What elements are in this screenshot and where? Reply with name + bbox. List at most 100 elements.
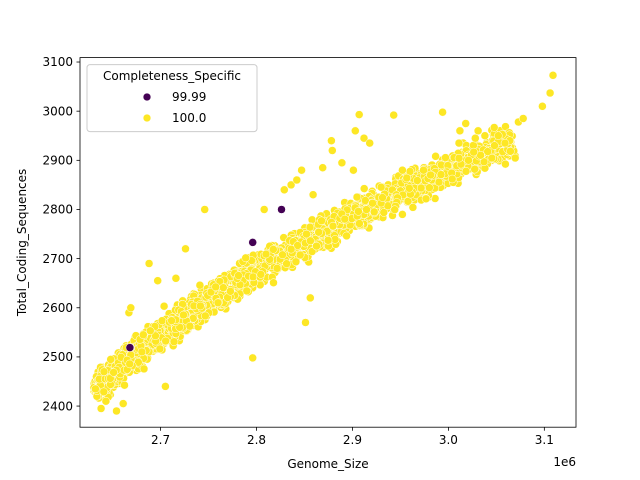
x-tick-label: 3.1 (535, 433, 554, 447)
cloud-point (137, 347, 147, 357)
data-point (354, 110, 364, 119)
data-point (171, 274, 181, 283)
data-point (125, 343, 135, 352)
cloud-point (269, 278, 278, 287)
cloud-point (402, 173, 412, 183)
cloud-point (378, 193, 387, 202)
x-tick-label: 2.7 (151, 433, 170, 447)
cloud-point (340, 214, 350, 224)
legend-marker-100-0 (142, 113, 152, 123)
data-point (490, 141, 499, 150)
data-point (144, 259, 154, 268)
cloud-point (431, 152, 440, 161)
y-tick-label: 3000 (42, 104, 73, 118)
data-point (464, 156, 473, 165)
cloud-point (426, 170, 435, 180)
cloud-point (408, 203, 418, 212)
cloud-point (157, 316, 167, 325)
legend-title: Completeness_Specific (103, 69, 241, 83)
cloud-point (169, 337, 179, 346)
cloud-point (447, 174, 457, 184)
y-tick-label: 3100 (42, 55, 73, 69)
legend-frame (86, 64, 258, 133)
cloud-point (211, 282, 220, 292)
data-point (297, 165, 306, 175)
cloud-point (470, 164, 479, 174)
data-point (248, 353, 257, 363)
legend-label-99-99: 99.99 (172, 90, 206, 104)
data-point (106, 355, 115, 364)
cloud-point (317, 216, 326, 226)
cloud-point (226, 287, 235, 296)
data-point (259, 205, 269, 214)
cloud-point (195, 280, 205, 290)
cloud-point (368, 198, 377, 208)
data-point (351, 126, 360, 136)
y-tick-label: 2900 (42, 154, 73, 168)
data-points (89, 71, 558, 416)
data-point (126, 303, 136, 313)
cloud-point (314, 227, 323, 237)
cloud-point (355, 219, 364, 228)
data-point (349, 165, 358, 175)
data-point (327, 136, 336, 145)
data-point (286, 180, 296, 190)
cloud-point (242, 286, 252, 296)
cloud-point (434, 177, 444, 187)
cloud-point (506, 147, 515, 156)
cloud-point (155, 344, 165, 354)
y-tick-label: 2500 (42, 350, 73, 364)
cloud-point (241, 253, 250, 263)
cloud-point (305, 222, 315, 232)
cloud-point (278, 250, 287, 260)
x-tick-label: 2.8 (247, 433, 266, 447)
data-point (301, 318, 310, 327)
data-point (518, 114, 528, 123)
cloud-point (323, 236, 333, 245)
cloud-point (306, 236, 315, 246)
cloud-point (454, 153, 464, 163)
cloud-point (139, 364, 149, 374)
cloud-point (196, 301, 205, 311)
cloud-point (109, 368, 118, 377)
legend-label-100-0: 100.0 (172, 111, 206, 125)
data-point (306, 293, 315, 303)
data-point (139, 330, 148, 340)
data-point (112, 406, 121, 416)
data-point (292, 175, 302, 185)
data-point (473, 126, 483, 136)
x-axis: 2.7 2.8 2.9 3.0 3.1 (151, 427, 554, 447)
data-point (538, 102, 547, 111)
cloud-point (413, 176, 422, 185)
y-axis: 2400 2500 2600 2700 2800 2900 3000 3100 (42, 55, 80, 413)
cloud-point (501, 122, 510, 131)
cloud-point (361, 196, 370, 205)
cloud-point (390, 205, 399, 214)
data-point (500, 138, 510, 148)
data-point (398, 165, 407, 175)
cloud-point (146, 326, 155, 336)
cloud-point (405, 184, 414, 193)
y-tick-label: 2700 (42, 252, 73, 266)
y-tick-label: 2800 (42, 203, 73, 217)
data-point (494, 131, 503, 140)
cloud-point (99, 387, 109, 397)
cloud-point (213, 298, 223, 308)
cloud-point (291, 257, 301, 267)
data-point (438, 107, 447, 117)
data-point (91, 384, 100, 394)
data-point (471, 133, 480, 143)
cloud-point (510, 153, 520, 163)
data-point (277, 205, 286, 214)
cloud-point (269, 245, 278, 254)
cloud-point (461, 167, 471, 176)
cloud-point (185, 321, 195, 331)
data-point (419, 165, 428, 175)
cloud-point (302, 229, 311, 239)
y-tick-label: 2600 (42, 301, 73, 315)
cloud-point (379, 208, 389, 217)
cloud-point (167, 316, 176, 325)
data-point (359, 133, 369, 143)
cloud-point (369, 207, 379, 217)
cloud-point (234, 271, 243, 280)
